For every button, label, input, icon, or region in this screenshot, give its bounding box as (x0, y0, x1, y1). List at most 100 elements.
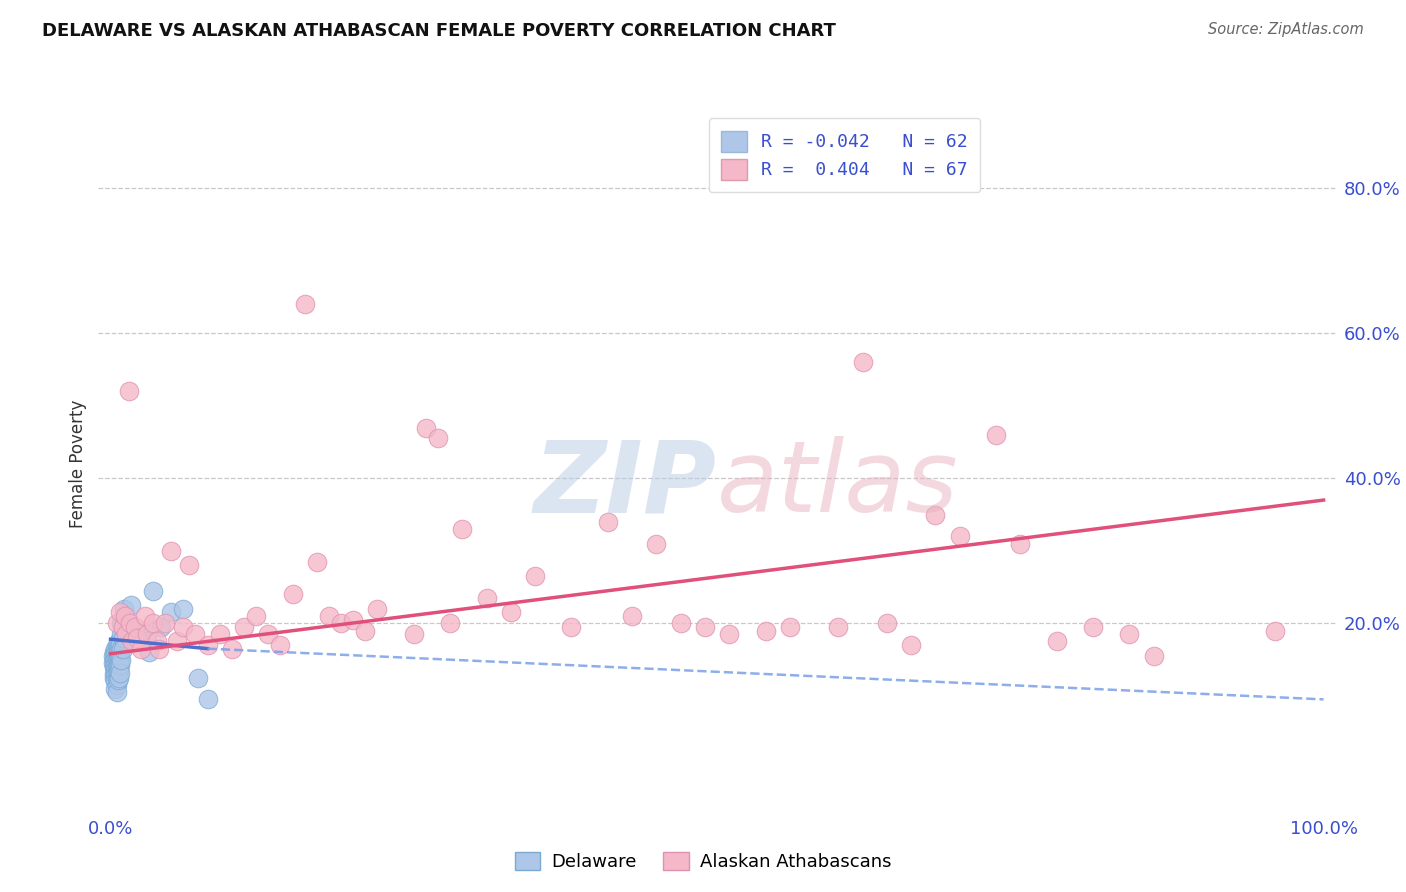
Point (427, 432, 450, 446)
Point (127, 631, 149, 645)
Point (1081, 620, 1104, 634)
Point (451, 522, 474, 536)
Point (166, 634, 188, 648)
Point (108, 648, 131, 663)
Point (101, 656, 124, 670)
Point (184, 627, 207, 641)
Point (1143, 648, 1166, 663)
Point (1118, 627, 1140, 641)
Point (107, 647, 129, 661)
Point (104, 674, 127, 689)
Point (105, 678, 128, 692)
Point (900, 638, 922, 652)
Point (110, 637, 132, 651)
Point (104, 652, 127, 666)
Point (104, 658, 127, 673)
Point (318, 609, 340, 624)
Point (984, 428, 1007, 442)
Point (110, 627, 132, 641)
Point (342, 613, 364, 627)
Point (111, 631, 134, 645)
Point (104, 664, 127, 678)
Point (120, 598, 142, 612)
Point (779, 620, 801, 634)
Point (104, 641, 127, 656)
Point (107, 658, 129, 673)
Point (108, 664, 131, 678)
Point (208, 627, 231, 641)
Point (366, 602, 388, 616)
Point (197, 692, 219, 706)
Point (118, 616, 141, 631)
Point (110, 652, 132, 666)
Point (621, 609, 644, 624)
Point (103, 660, 125, 674)
Point (693, 620, 716, 634)
Point (294, 297, 316, 311)
Point (136, 634, 159, 648)
Point (111, 620, 134, 634)
Point (150, 620, 173, 634)
Point (110, 606, 132, 620)
Legend: R = -0.042   N = 62, R =  0.404   N = 67: R = -0.042 N = 62, R = 0.404 N = 67 (709, 118, 980, 193)
Point (281, 587, 304, 601)
Point (101, 648, 124, 663)
Point (233, 620, 256, 634)
Point (105, 660, 128, 674)
Text: ZIP: ZIP (534, 436, 717, 533)
Text: Source: ZipAtlas.com: Source: ZipAtlas.com (1208, 22, 1364, 37)
Point (108, 641, 131, 656)
Point (827, 620, 849, 634)
Point (142, 616, 165, 631)
Point (439, 616, 461, 631)
Point (1010, 536, 1032, 550)
Point (108, 634, 131, 648)
Point (129, 641, 152, 656)
Point (129, 627, 152, 641)
Point (136, 627, 159, 641)
Point (110, 658, 132, 673)
Point (105, 616, 128, 631)
Point (107, 673, 129, 687)
Point (105, 654, 128, 668)
Point (110, 641, 132, 656)
Point (107, 665, 129, 680)
Point (475, 591, 498, 605)
Point (172, 620, 194, 634)
Point (499, 606, 522, 620)
Point (112, 602, 135, 616)
Point (1264, 624, 1286, 638)
Point (269, 638, 291, 652)
Point (114, 609, 136, 624)
Point (245, 609, 267, 624)
Point (153, 616, 176, 631)
Point (1046, 634, 1069, 648)
Point (354, 624, 377, 638)
Point (197, 638, 219, 652)
Point (138, 645, 160, 659)
Point (172, 602, 194, 616)
Point (103, 645, 125, 659)
Point (105, 644, 128, 658)
Y-axis label: Female Poverty: Female Poverty (69, 400, 87, 528)
Point (105, 638, 128, 652)
Point (110, 665, 132, 680)
Point (221, 641, 243, 656)
Point (852, 355, 875, 369)
Point (179, 558, 201, 573)
Point (755, 624, 778, 638)
Point (110, 644, 132, 658)
Point (110, 651, 132, 665)
Point (124, 620, 146, 634)
Point (104, 647, 127, 661)
Point (148, 641, 170, 656)
Point (560, 620, 582, 634)
Text: atlas: atlas (717, 436, 959, 533)
Point (924, 508, 946, 522)
Point (669, 616, 692, 631)
Point (187, 671, 209, 685)
Point (107, 640, 129, 654)
Point (110, 616, 132, 631)
Point (402, 627, 425, 641)
Point (596, 515, 619, 529)
